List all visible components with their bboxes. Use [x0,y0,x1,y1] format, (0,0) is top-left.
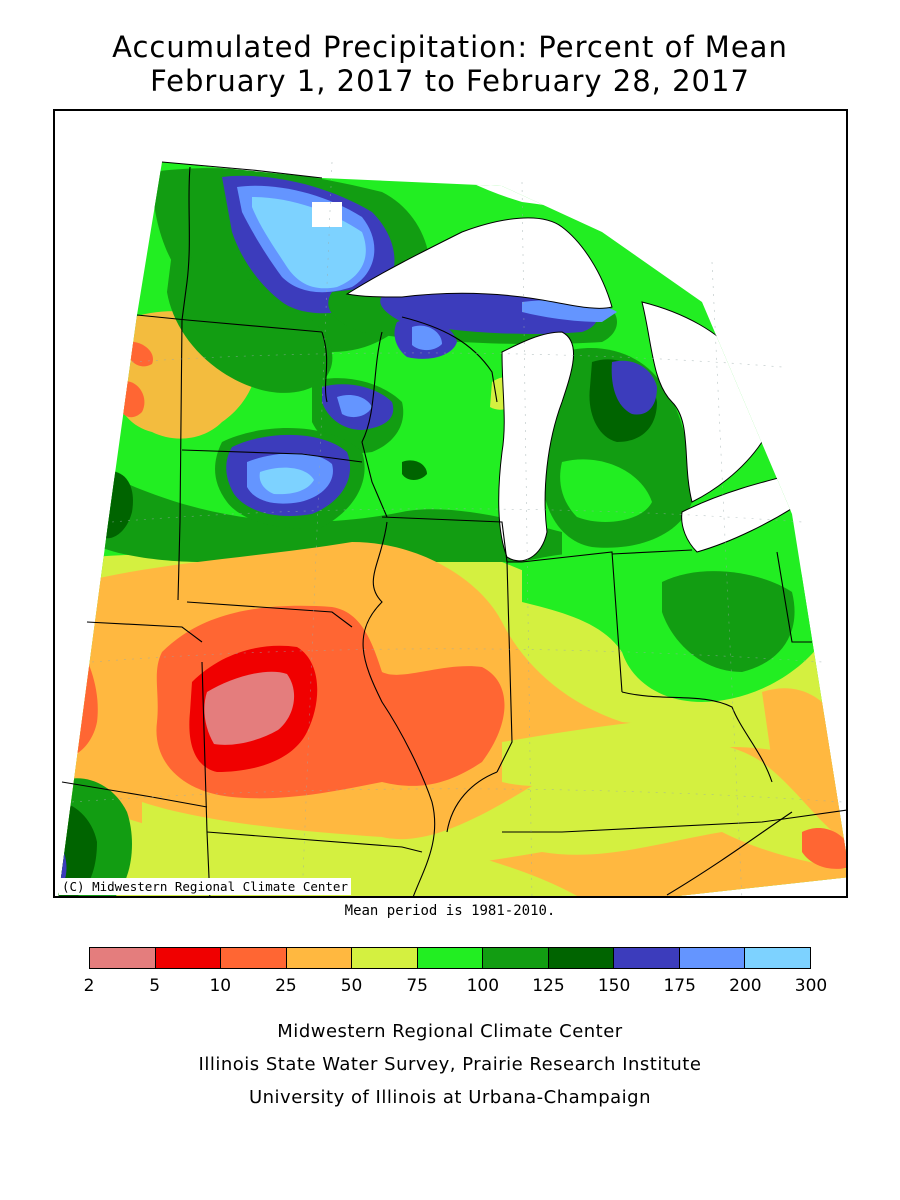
legend-swatch [417,948,484,968]
precipitation-map: (C) Midwestern Regional Climate Center [53,109,848,898]
legend-swatch [221,948,287,968]
legend-swatch [548,948,615,968]
legend-swatch [745,948,811,968]
map-title: Accumulated Precipitation: Percent of Me… [112,30,788,64]
legend-swatch [352,948,418,968]
legend-tick-label: 175 [663,976,696,996]
legend-tick-label: 125 [532,976,565,996]
legend-tick-label: 300 [794,976,828,996]
map-date-range: February 1, 2017 to February 28, 2017 [150,64,750,98]
footer-university: University of Illinois at Urbana-Champai… [248,1087,652,1108]
legend-tick-label: 200 [729,976,762,996]
legend-swatch [614,948,680,968]
copyright-label: (C) Midwestern Regional Climate Center [59,878,351,895]
footer-org: Midwestern Regional Climate Center [277,1021,623,1042]
legend-tick-label: 75 [406,976,428,996]
color-legend [89,947,811,969]
legend-tick-label: 5 [149,976,161,996]
legend-tick-label: 25 [275,976,297,996]
legend-tick-label: 50 [340,976,363,996]
map-canvas [58,161,846,896]
legend-tick-label: 100 [466,976,500,996]
legend-swatch [90,948,156,968]
legend-swatch [155,948,222,968]
legend-swatch [679,948,746,968]
legend-tick-label: 150 [597,976,631,996]
mean-period-note: Mean period is 1981-2010. [344,903,556,919]
legend-swatch [483,948,549,968]
footer-survey: Illinois State Water Survey, Prairie Res… [198,1054,702,1075]
legend-swatch [286,948,353,968]
legend-tick-label: 10 [209,976,232,996]
legend-tick-label: 2 [83,976,95,996]
